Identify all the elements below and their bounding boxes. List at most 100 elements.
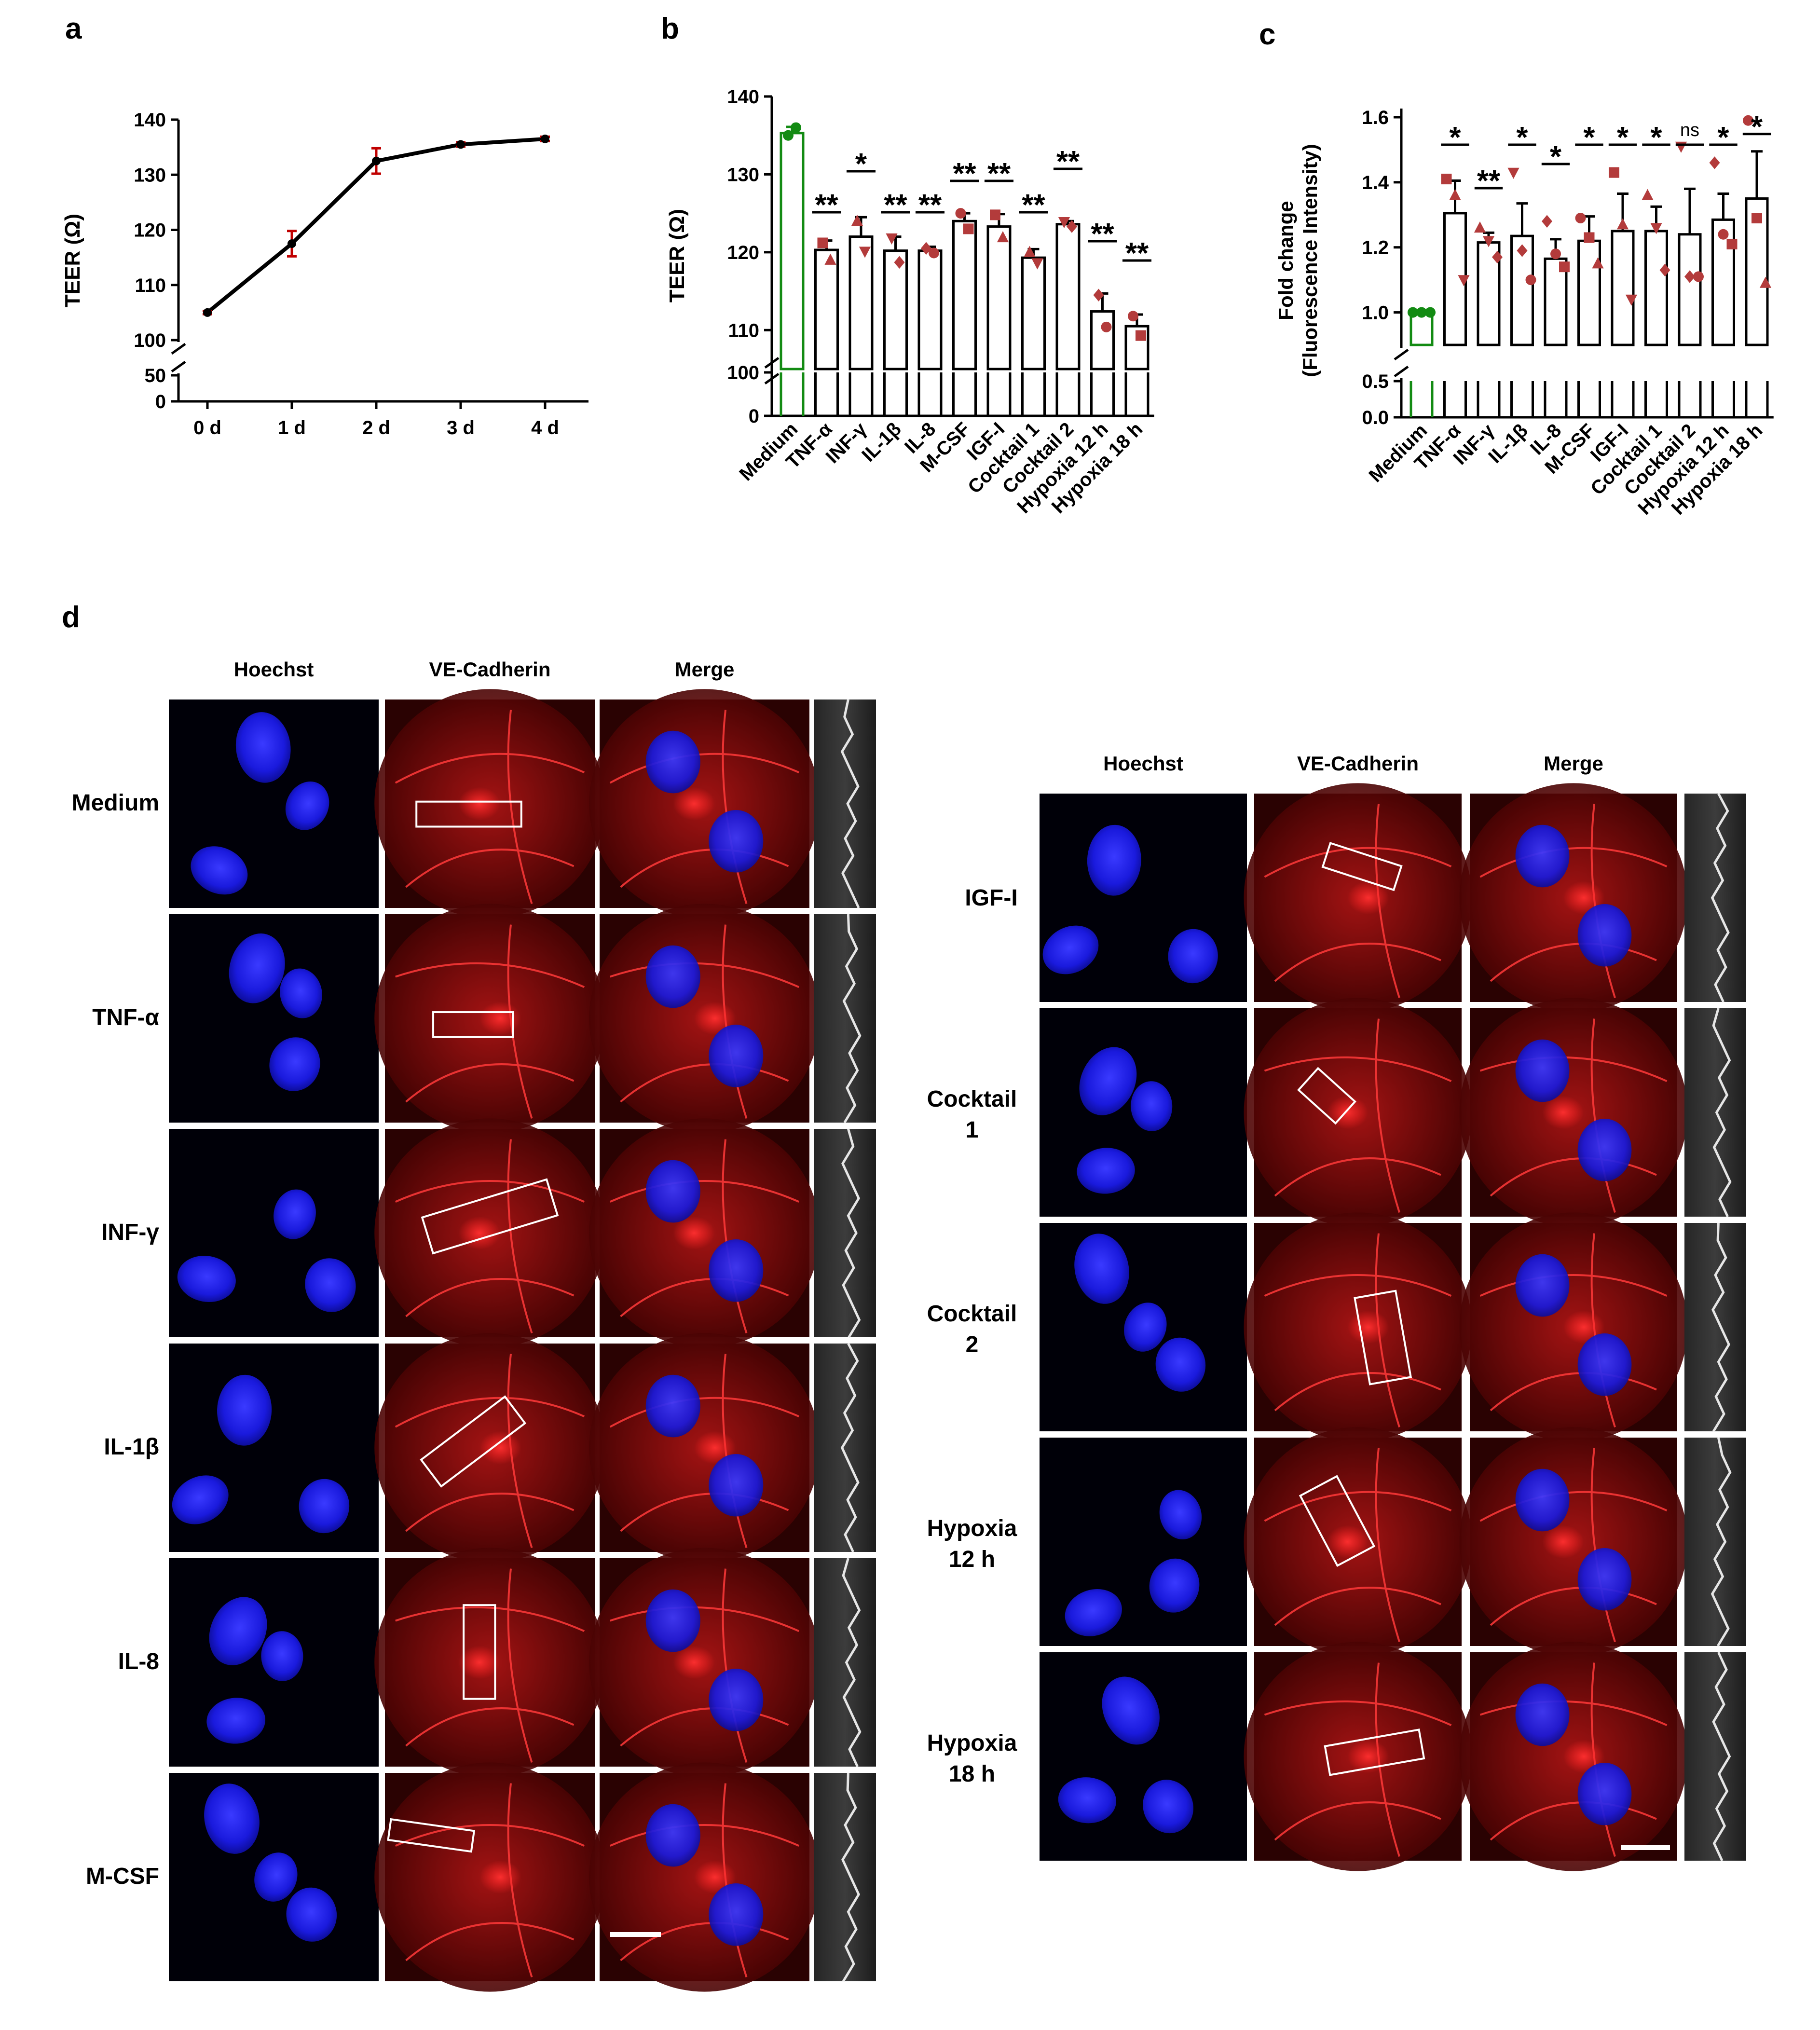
data-point xyxy=(1675,141,1687,153)
nucleus xyxy=(285,781,329,830)
data-point xyxy=(1726,238,1738,249)
axis-break-mark xyxy=(171,360,186,373)
significance-label: ns xyxy=(1680,120,1699,140)
data-point xyxy=(1507,167,1519,179)
data-point xyxy=(963,223,974,234)
roi-box xyxy=(1299,1475,1376,1567)
zoom-inset xyxy=(814,1773,876,1981)
data-point xyxy=(886,233,898,245)
cell-junction xyxy=(395,1139,585,1333)
significance-label: ** xyxy=(815,189,838,222)
data-point xyxy=(1408,307,1418,318)
data-point xyxy=(1101,321,1112,332)
junction-signal xyxy=(840,699,860,909)
junction-signal xyxy=(1712,1651,1731,1862)
nucleus xyxy=(172,1475,229,1524)
data-point xyxy=(851,215,863,226)
nucleus xyxy=(1087,824,1141,896)
zoom-inset xyxy=(1684,1652,1746,1861)
axis-break-mark xyxy=(1394,348,1409,361)
bar xyxy=(986,225,1012,370)
perinuclear-signal xyxy=(673,787,715,821)
data-point xyxy=(1559,261,1570,273)
perinuclear-signal xyxy=(1563,881,1605,915)
data-point xyxy=(1517,244,1528,257)
data-point xyxy=(1441,174,1452,185)
data-point xyxy=(1425,307,1436,318)
perinuclear-signal xyxy=(1563,1740,1605,1773)
data-point xyxy=(1550,248,1561,260)
row-label: IL-8 xyxy=(118,1649,159,1674)
data-point xyxy=(921,242,931,255)
data-point xyxy=(859,247,871,258)
nucleus xyxy=(645,1804,700,1867)
significance-label: ** xyxy=(918,189,942,222)
perinuclear-signal xyxy=(1347,1310,1389,1344)
cell-junction xyxy=(610,1568,800,1763)
significance-label: ** xyxy=(1477,165,1501,198)
row-label: IL-1β xyxy=(104,1434,159,1460)
data-point xyxy=(1584,232,1595,243)
nucleus xyxy=(1131,1081,1173,1131)
significance-label: * xyxy=(1650,121,1662,154)
bar xyxy=(1577,239,1601,346)
data-point xyxy=(990,209,1000,220)
zoom-inset xyxy=(1684,794,1746,1002)
nucleus xyxy=(254,1852,298,1902)
y-tick-label: 100 xyxy=(727,362,759,384)
data-point xyxy=(287,239,296,248)
perinuclear-signal xyxy=(673,1646,715,1679)
zoom-inset xyxy=(814,700,876,908)
nucleus xyxy=(1159,1490,1202,1540)
significance-label: ** xyxy=(953,157,976,191)
perinuclear-signal xyxy=(673,1216,715,1250)
junction-signal xyxy=(1711,1222,1730,1432)
data-point xyxy=(1031,258,1043,270)
nucleus xyxy=(709,809,764,873)
bar xyxy=(917,249,943,370)
channel-header: VE-Cadherin xyxy=(1297,752,1419,775)
perinuclear-signal xyxy=(1347,1740,1389,1773)
y-tick-label: 1.2 xyxy=(1362,237,1389,259)
data-point xyxy=(791,122,801,133)
y-tick-label: 0 xyxy=(155,391,166,412)
nucleus xyxy=(1143,1780,1193,1834)
nucleus xyxy=(274,1189,316,1239)
data-point xyxy=(1642,189,1654,200)
axis-break-mark xyxy=(764,372,780,385)
nucleus xyxy=(261,1631,303,1681)
channel-header: Hoechst xyxy=(1103,752,1183,775)
junction-signal xyxy=(841,1772,860,1982)
bar xyxy=(1055,223,1081,370)
junction-signal xyxy=(1711,793,1730,1003)
row-label: INF-γ xyxy=(101,1220,159,1245)
row-label: Hypoxia xyxy=(927,1516,1017,1541)
data-point xyxy=(1067,220,1077,233)
y-tick-label: 0.5 xyxy=(1362,371,1389,392)
significance-label: ** xyxy=(1091,218,1114,251)
zoom-inset xyxy=(814,1129,876,1337)
data-point xyxy=(1609,167,1619,178)
y-tick-label: 1.6 xyxy=(1362,107,1389,128)
perinuclear-signal xyxy=(479,1431,521,1465)
nucleus xyxy=(1168,929,1218,984)
junction-signal xyxy=(840,1343,860,1553)
nucleus xyxy=(1065,1589,1122,1636)
cell-junction xyxy=(1264,1018,1452,1213)
data-point xyxy=(1024,246,1036,257)
row-label: M-CSF xyxy=(86,1864,159,1889)
data-point xyxy=(1449,189,1461,200)
nucleus xyxy=(229,933,285,1003)
row-label: 18 h xyxy=(949,1761,995,1787)
data-point xyxy=(1416,307,1427,318)
significance-label: * xyxy=(1516,121,1528,154)
perinuclear-signal xyxy=(1347,881,1389,915)
significance-label: * xyxy=(1583,121,1595,154)
data-point xyxy=(824,253,836,265)
data-point xyxy=(1684,270,1695,283)
cell-junction xyxy=(1479,1018,1668,1213)
data-point xyxy=(1093,288,1104,302)
data-point xyxy=(1659,263,1670,277)
data-point xyxy=(783,130,794,141)
bar xyxy=(1021,256,1046,370)
